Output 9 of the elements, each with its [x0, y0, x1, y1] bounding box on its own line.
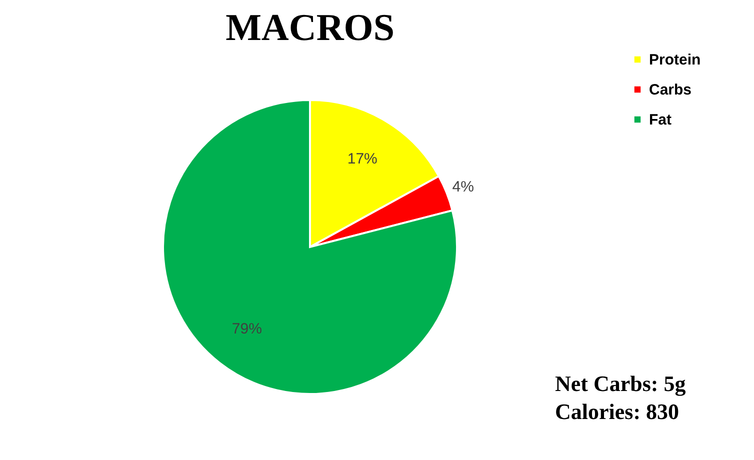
data-label: 17%: [347, 150, 378, 168]
chart-title: MACROS: [226, 7, 394, 49]
text: Net Carbs: 5g: [555, 371, 686, 396]
legend-label: Carbs: [649, 82, 692, 98]
legend-label: Fat: [649, 112, 672, 128]
legend-label: Protein: [649, 52, 701, 68]
data-label: 4%: [452, 178, 474, 196]
data-label: 79%: [232, 320, 262, 338]
text: Calories: 830: [555, 399, 680, 424]
